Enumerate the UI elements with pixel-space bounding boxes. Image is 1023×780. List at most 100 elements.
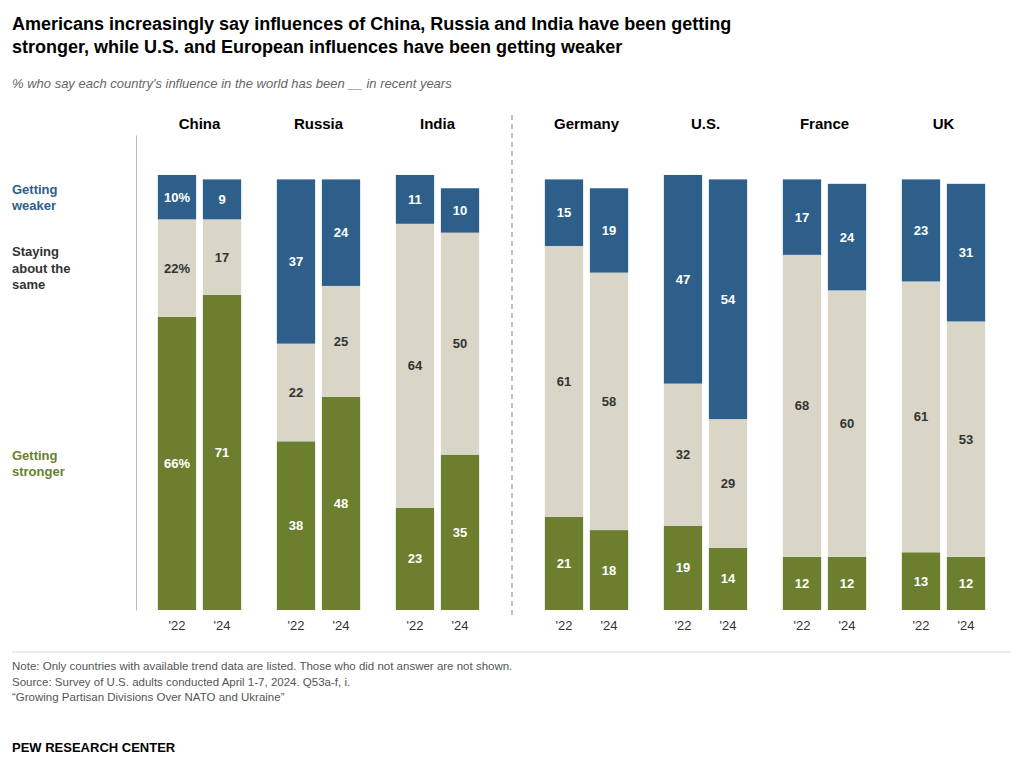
tick-label: '22 [913,618,930,633]
data-label: 61 [914,409,928,424]
data-label: 48 [334,496,348,511]
legend-line: weaker [11,198,56,213]
bar-segment [441,455,479,610]
bar-segment [590,273,628,530]
bar-segment [203,295,241,610]
tick-label: '22 [169,618,186,633]
tick-label: '24 [958,618,975,633]
data-label: 10% [164,190,190,205]
credit: PEW RESEARCH CENTER [12,740,176,755]
bar-segment [158,219,196,317]
data-label: 53 [959,432,973,447]
bar-segment [709,419,747,548]
data-label: 31 [959,245,973,260]
legend-line: stronger [12,464,65,479]
legend-line: Getting [12,448,58,463]
legend: GettingstrongerStayingabout thesameGetti… [11,182,71,480]
legend-entry: Staying about thesame [12,244,71,292]
legend-line: same [12,277,45,292]
bar-segment [322,179,360,286]
note-line: Source: Survey of U.S. adults conducted … [12,676,350,688]
bar-segment [902,281,940,552]
bar-segment [590,530,628,610]
note: Note: Only countries with available tren… [12,660,512,703]
bar-segment [396,175,434,224]
data-label: 17 [795,210,809,225]
tick-label: '22 [407,618,424,633]
bar-segment [902,179,940,281]
bar-segment [783,255,821,557]
y-axis-line [136,136,137,611]
data-label: 12 [840,576,854,591]
subtitle: % who say each country's influence in th… [12,76,452,91]
group-label: Russia [294,115,344,132]
tick-label: '24 [839,618,856,633]
bar-segment [709,548,747,610]
bar-segment [709,179,747,419]
bar-segment [590,188,628,272]
legend-line: Staying [12,244,59,259]
bar-segment [396,508,434,610]
chart: Americans increasingly say influences of… [0,0,1023,780]
legend-line: about the [12,261,71,276]
bar-segment [947,184,985,322]
bar-segment [322,397,360,610]
data-label: 64 [408,358,423,373]
bar-segment [902,552,940,610]
bar-segment [783,179,821,254]
bar-segment [203,219,241,294]
bar-segment [396,224,434,508]
title-line: Americans increasingly say influences of… [12,14,731,34]
note-line: “Growing Partisan Divisions Over NATO an… [12,691,285,703]
note-line: Note: Only countries with available tren… [12,660,512,672]
bar-segment [277,344,315,442]
tick-label: '22 [794,618,811,633]
bar-segment [203,179,241,219]
bar-segment [947,557,985,610]
data-label: 61 [557,374,571,389]
bar-segment [828,290,866,556]
group-label: Germany [554,115,620,132]
tick-label: '24 [333,618,350,633]
data-label: 37 [289,254,303,269]
group-labels: ChinaRussiaIndiaGermanyU.S.FranceUK [179,115,955,132]
bar-segment [664,175,702,384]
note-separator [12,652,1011,653]
tick-label: '24 [601,618,618,633]
data-label: 47 [676,272,690,287]
bar-segment [828,557,866,610]
tick-label: '24 [452,618,469,633]
bars [158,175,985,610]
title-line: stronger, while U.S. and European influe… [12,37,622,57]
group-label: China [179,115,221,132]
data-label: 38 [289,518,303,533]
data-label: 50 [453,336,467,351]
bar-segment [664,526,702,610]
bar-segment [783,557,821,610]
bar-segment [441,188,479,232]
data-label: 32 [676,447,690,462]
legend-entry: Gettingstronger [12,448,65,479]
data-label: 17 [215,250,229,265]
group-label: India [420,115,456,132]
bar-segment [441,233,479,455]
bar-segment [277,179,315,343]
bar-segment [158,317,196,610]
tick-label: '22 [675,618,692,633]
data-label: 11 [408,192,422,207]
legend-line: Getting [12,182,58,197]
data-label: 23 [914,223,928,238]
group-label: UK [933,115,955,132]
group-label: U.S. [691,115,720,132]
tick-label: '24 [214,618,231,633]
data-label: 66% [164,456,190,471]
bar-segment [664,384,702,526]
data-label: 29 [721,476,735,491]
data-label: 25 [334,334,348,349]
data-label: 54 [721,292,736,307]
bar-segment [545,246,583,517]
data-label: 14 [721,571,736,586]
group-separator [511,115,512,616]
tick-label: '24 [720,618,737,633]
data-label: 24 [840,230,855,245]
